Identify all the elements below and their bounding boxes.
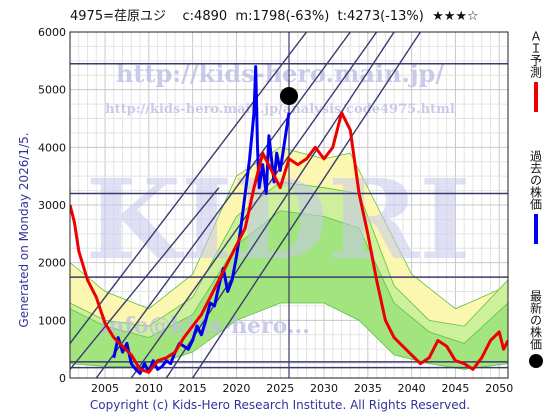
latest-price-point: [280, 87, 298, 106]
legend-latest-price: 最新の株価: [525, 290, 547, 368]
y-tick-label: 5000: [38, 84, 66, 97]
x-tick-label: 2010: [135, 382, 163, 395]
rating-stars: ★★★☆: [432, 9, 479, 24]
target-price: t:4273(-13%): [337, 9, 424, 24]
x-tick-label: 2020: [222, 382, 250, 395]
x-tick-label: 2030: [310, 382, 338, 395]
y-tick-label: 3000: [38, 199, 66, 212]
legend-past-price: 過去の株価: [525, 150, 547, 244]
trend-line: [70, 32, 308, 344]
x-tick-label: 2035: [354, 382, 382, 395]
current-price: c:4890: [182, 9, 228, 24]
legend-latest-price-dot: [529, 354, 543, 368]
watermark-url-mid: http://kids-hero.main.jp/analysis/code49…: [105, 102, 455, 117]
chart-title: 4975=荏原ユジ c:4890 m:1798(-63%) t:4273(-13…: [70, 7, 510, 27]
x-tick-label: 2040: [398, 382, 426, 395]
min-price: m:1798(-63%): [235, 9, 330, 24]
y-tick-label: 0: [59, 372, 66, 385]
y-axis-ticks: 0 1000 2000 3000 4000 5000 6000: [38, 26, 66, 385]
y-tick-label: 6000: [38, 26, 66, 39]
series-lines: [70, 65, 508, 375]
y-tick-label: 2000: [38, 257, 66, 270]
x-tick-label: 2050: [485, 382, 513, 395]
legend-ai-forecast-label: ＡＩ予測: [528, 30, 543, 78]
plot-frame: [69, 31, 509, 379]
watermark-big: KIDRI: [85, 155, 470, 284]
x-tick-label: 2015: [179, 382, 207, 395]
y-tick-label: 1000: [38, 314, 66, 327]
y-tick-label: 4000: [38, 141, 66, 154]
x-tick-label: 2045: [441, 382, 469, 395]
trend-line: [130, 32, 378, 378]
trend-line: [95, 32, 351, 378]
legend-ai-forecast: ＡＩ予測: [525, 30, 547, 112]
x-tick-label: 2025: [266, 382, 294, 395]
trend-line: [70, 187, 220, 370]
legend-past-price-label: 過去の株価: [528, 150, 543, 210]
legend-latest-price-label: 最新の株価: [528, 290, 543, 350]
series-line: [70, 111, 508, 374]
copyright-footer: Copyright (c) Kids-Hero Research Institu…: [89, 398, 471, 412]
x-tick-label: 2005: [91, 382, 119, 395]
trend-line: [192, 32, 421, 378]
legend-ai-forecast-swatch: [534, 82, 538, 112]
x-axis-ticks: 2005 2010 2015 2020 2025 2030 2035 2040 2045 2050: [91, 382, 513, 395]
legend-past-price-swatch: [534, 214, 538, 244]
generated-date-label: Generated on Monday 2026/1/5.: [17, 132, 31, 328]
code-name: 4975=荏原ユジ: [70, 9, 166, 24]
